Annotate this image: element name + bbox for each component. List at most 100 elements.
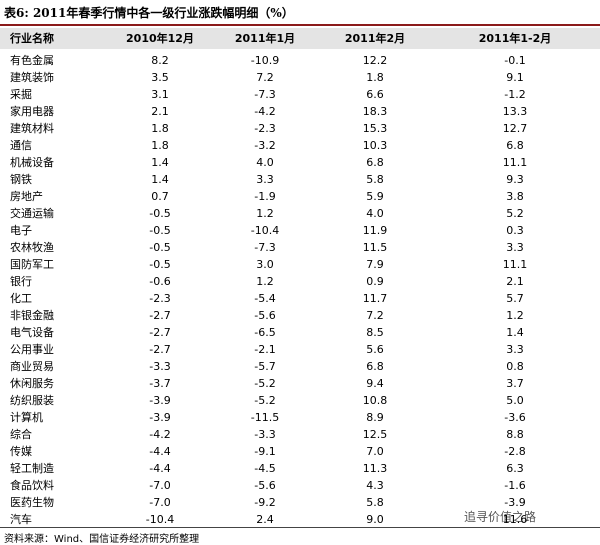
industry-cell: 综合 <box>10 428 32 441</box>
industry-cell: 农林牧渔 <box>10 241 54 254</box>
value-cell: 3.3 <box>506 241 524 254</box>
value-cell: 0.3 <box>506 224 524 237</box>
value-cell: -4.2 <box>149 428 171 441</box>
industry-cell: 有色金属 <box>10 54 54 67</box>
value-cell: 0.7 <box>151 190 169 203</box>
value-cell: 2.1 <box>506 275 524 288</box>
value-cell: 11.3 <box>362 462 388 475</box>
value-cell: 4.0 <box>256 156 274 169</box>
value-cell: -11.5 <box>250 411 280 424</box>
column-header: 2011年1月 <box>234 32 296 45</box>
value-cell: 1.4 <box>151 173 169 186</box>
value-cell: 1.8 <box>366 71 384 84</box>
value-cell: 2.4 <box>256 513 274 526</box>
value-cell: -0.1 <box>504 54 526 67</box>
value-cell: 3.5 <box>151 71 169 84</box>
industry-cell: 非银金融 <box>10 309 54 322</box>
value-cell: -2.7 <box>149 309 171 322</box>
value-cell: -3.3 <box>254 428 276 441</box>
value-cell: 8.9 <box>366 411 384 424</box>
value-cell: -5.2 <box>254 394 276 407</box>
value-cell: 12.2 <box>362 54 388 67</box>
value-cell: 10.3 <box>362 139 388 152</box>
industry-cell: 交通运输 <box>10 207 54 220</box>
value-cell: -7.0 <box>149 496 171 509</box>
value-cell: 11.1 <box>502 258 528 271</box>
value-cell: -5.7 <box>254 360 276 373</box>
value-cell: -0.5 <box>149 258 171 271</box>
value-cell: -3.9 <box>149 411 171 424</box>
value-cell: 4.3 <box>366 479 384 492</box>
industry-cell: 轻工制造 <box>10 462 54 475</box>
bottom-rule <box>0 527 600 528</box>
value-cell: 3.3 <box>256 173 274 186</box>
industry-cell: 采掘 <box>10 88 32 101</box>
industry-cell: 建筑装饰 <box>10 71 54 84</box>
value-cell: 13.3 <box>502 105 528 118</box>
industry-cell: 国防军工 <box>10 258 54 271</box>
value-cell: -9.1 <box>254 445 276 458</box>
value-cell: -7.0 <box>149 479 171 492</box>
industry-cell: 钢铁 <box>10 173 32 186</box>
value-cell: 0.8 <box>506 360 524 373</box>
industry-cell: 化工 <box>10 292 32 305</box>
source-note: 资料来源：Wind、国信证券经济研究所整理 <box>4 534 200 545</box>
value-cell: 8.5 <box>366 326 384 339</box>
value-cell: 10.8 <box>362 394 388 407</box>
value-cell: 7.0 <box>366 445 384 458</box>
industry-cell: 休闲服务 <box>10 377 54 390</box>
value-cell: 6.8 <box>366 156 384 169</box>
value-cell: 9.0 <box>366 513 384 526</box>
industry-cell: 汽车 <box>10 513 32 526</box>
value-cell: -4.4 <box>149 445 171 458</box>
value-cell: 3.0 <box>256 258 274 271</box>
value-cell: -3.2 <box>254 139 276 152</box>
industry-cell: 医药生物 <box>10 496 54 509</box>
column-header: 2011年1-2月 <box>478 32 552 45</box>
value-cell: -4.2 <box>254 105 276 118</box>
value-cell: 1.2 <box>256 207 274 220</box>
value-cell: 6.3 <box>506 462 524 475</box>
value-cell: 6.8 <box>506 139 524 152</box>
industry-cell: 建筑材料 <box>10 122 54 135</box>
value-cell: -10.4 <box>250 224 280 237</box>
value-cell: 1.2 <box>256 275 274 288</box>
table-title: 表6: 2011年春季行情中各一级行业涨跌幅明细（%） <box>4 6 294 20</box>
value-cell: -5.6 <box>254 479 276 492</box>
value-cell: 8.8 <box>506 428 524 441</box>
header-background <box>0 28 600 49</box>
industry-cell: 公用事业 <box>10 343 54 356</box>
value-cell: 5.8 <box>366 173 384 186</box>
value-cell: 12.5 <box>362 428 388 441</box>
value-cell: 12.7 <box>502 122 528 135</box>
column-header: 2011年2月 <box>344 32 406 45</box>
value-cell: -3.9 <box>149 394 171 407</box>
value-cell: 7.2 <box>256 71 274 84</box>
value-cell: -1.6 <box>504 479 526 492</box>
value-cell: -10.4 <box>145 513 175 526</box>
value-cell: -7.3 <box>254 241 276 254</box>
value-cell: -2.1 <box>254 343 276 356</box>
industry-cell: 家用电器 <box>10 105 54 118</box>
value-cell: -3.7 <box>149 377 171 390</box>
value-cell: -3.3 <box>149 360 171 373</box>
value-cell: -7.3 <box>254 88 276 101</box>
value-cell: -3.6 <box>504 411 526 424</box>
value-cell: -2.3 <box>149 292 171 305</box>
industry-cell: 电气设备 <box>10 326 54 339</box>
value-cell: 1.2 <box>506 309 524 322</box>
value-cell: 7.2 <box>366 309 384 322</box>
value-cell: 5.0 <box>506 394 524 407</box>
value-cell: 11.1 <box>502 156 528 169</box>
value-cell: 9.3 <box>506 173 524 186</box>
value-cell: 5.6 <box>366 343 384 356</box>
watermark: 追寻价值之路 <box>464 510 537 524</box>
value-cell: -5.6 <box>254 309 276 322</box>
value-cell: 11.5 <box>362 241 388 254</box>
value-cell: 6.8 <box>366 360 384 373</box>
industry-cell: 银行 <box>10 275 32 288</box>
value-cell: 4.0 <box>366 207 384 220</box>
industry-cell: 传媒 <box>10 445 32 458</box>
value-cell: -2.3 <box>254 122 276 135</box>
